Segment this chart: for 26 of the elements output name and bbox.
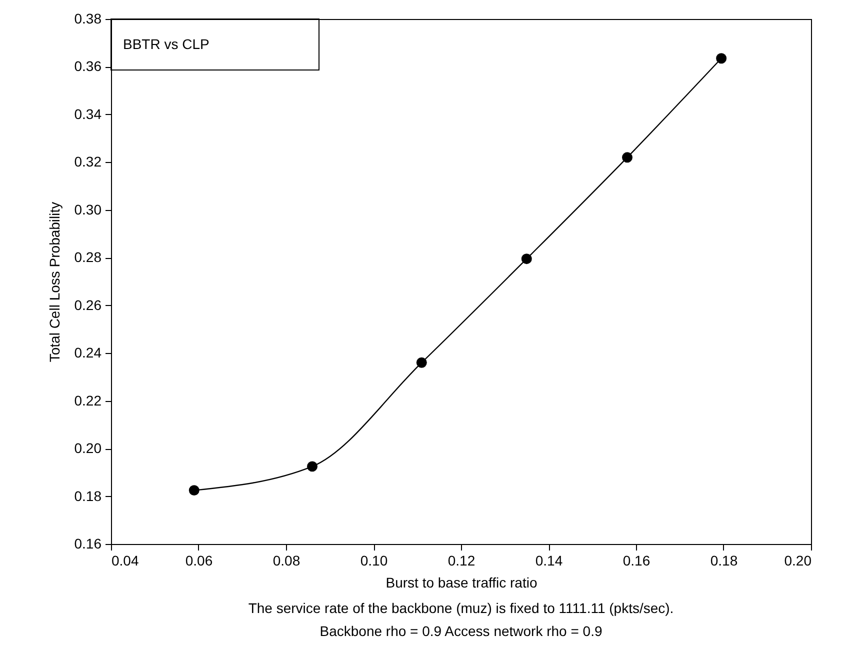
y-tick-label: 0.36 <box>74 58 102 74</box>
x-tick-label: 0.14 <box>535 552 563 568</box>
x-tick-label: 0.16 <box>622 552 650 568</box>
y-tick-label: 0.16 <box>74 536 102 552</box>
x-tick-label: 0.10 <box>360 552 388 568</box>
y-tick-label: 0.32 <box>74 154 102 170</box>
x-tick-label: 0.12 <box>448 552 476 568</box>
x-axis-title: Burst to base traffic ratio <box>386 574 538 590</box>
x-tick-label: 0.08 <box>272 552 300 568</box>
y-tick-label: 0.18 <box>74 488 102 504</box>
y-tick-label: 0.28 <box>74 249 102 266</box>
x-tick-label: 0.04 <box>112 552 139 568</box>
y-tick-label: 0.34 <box>74 106 102 122</box>
y-tick-label: 0.20 <box>74 440 102 456</box>
y-axis-title: Total Cell Loss Probability <box>46 202 62 362</box>
y-tick-label: 0.22 <box>74 392 102 408</box>
y-tick-label: 0.24 <box>74 344 102 361</box>
annotation: BBTR vs CLP <box>123 36 210 52</box>
text: Backbone rho = 0.9 Access network rho = 0.9 <box>320 623 602 639</box>
y-tick-label: 0.30 <box>74 201 102 218</box>
x-tick-label: 0.20 <box>784 552 812 568</box>
x-tick-label: 0.06 <box>185 552 213 568</box>
text: The service rate of the backbone (muz) is fixed to 1111.11 (pkts/sec). <box>248 600 674 616</box>
y-tick-label: 0.26 <box>74 296 102 313</box>
y-tick-label: 0.38 <box>74 10 102 26</box>
x-tick-label: 0.18 <box>710 552 738 568</box>
